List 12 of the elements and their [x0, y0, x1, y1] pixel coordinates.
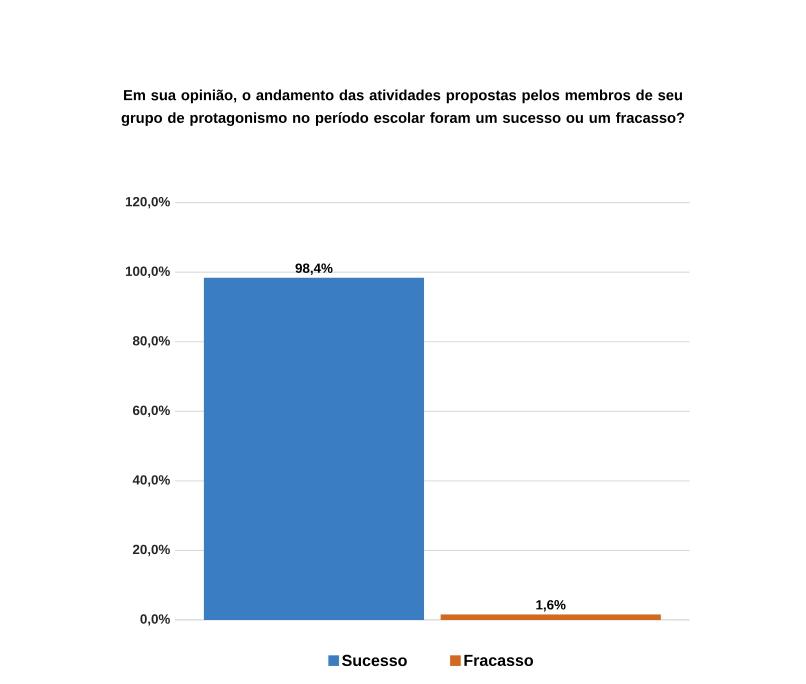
y-tick-label: 80,0%	[132, 336, 170, 348]
y-tick-label: 60,0%	[132, 406, 170, 418]
y-tick-label: 40,0%	[132, 475, 170, 487]
data-label: 98,4%	[296, 263, 333, 275]
y-tick-label: 0,0%	[140, 614, 170, 626]
data-label: 1,6%	[536, 600, 566, 612]
chart-title: Em sua opinião, o andamento das atividades propostas pelos membros de seu grupo de protagonismo no período escolar foram um sucesso ou um fracasso?	[122, 90, 684, 126]
legend-label: Sucesso	[342, 654, 407, 666]
y-tick-label: 100,0%	[126, 266, 170, 278]
y-tick-label: 20,0%	[132, 544, 170, 556]
legend-label: Fracasso	[464, 654, 534, 666]
y-tick-label: 120,0%	[126, 196, 170, 208]
